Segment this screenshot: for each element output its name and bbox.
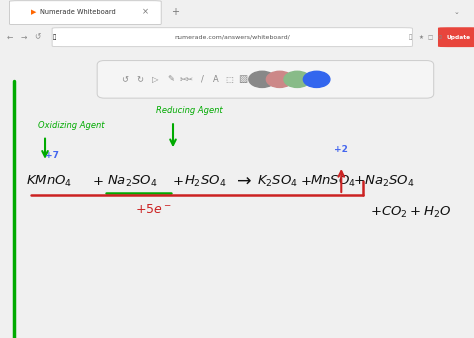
Text: 🔖: 🔖 [409,34,411,40]
Circle shape [249,71,275,88]
Text: A: A [213,75,219,84]
Text: ▶: ▶ [31,9,36,15]
Text: 🔒: 🔒 [53,34,56,40]
Text: □: □ [428,35,433,40]
Text: $MnSO_4$: $MnSO_4$ [310,174,356,190]
Text: ▷: ▷ [152,75,159,84]
Text: +: + [171,7,179,17]
Circle shape [284,71,310,88]
Text: ⊙: ⊙ [438,35,442,40]
Text: ★: ★ [419,35,423,40]
FancyBboxPatch shape [52,28,412,47]
Text: $+CO_2 + H_2O$: $+CO_2 + H_2O$ [370,205,451,220]
Text: Reducing Agent: Reducing Agent [156,106,223,116]
Text: +: + [92,175,103,189]
Text: +: + [173,175,184,189]
Text: ✎: ✎ [168,75,174,84]
Text: +7: +7 [45,151,59,160]
Text: ←: ← [6,33,13,42]
FancyBboxPatch shape [97,61,434,98]
Text: $+5e^-$: $+5e^-$ [135,203,172,216]
Text: ×: × [142,8,149,17]
Text: Numerade Whiteboard: Numerade Whiteboard [40,9,116,15]
Text: →: → [237,173,252,191]
FancyBboxPatch shape [438,27,474,47]
Circle shape [266,71,293,88]
Text: ⬚: ⬚ [225,75,233,84]
Text: +: + [301,175,312,189]
Text: $Na_2SO_4$: $Na_2SO_4$ [107,174,157,190]
Circle shape [303,71,330,88]
Text: $K_2SO_4$: $K_2SO_4$ [257,174,299,190]
Text: ▨: ▨ [238,74,247,84]
Text: ↺: ↺ [121,75,128,84]
FancyBboxPatch shape [9,1,161,25]
Text: Oxidizing Agent: Oxidizing Agent [38,121,104,130]
Text: $H_2SO_4$: $H_2SO_4$ [184,174,226,190]
Text: /: / [201,75,204,84]
Text: →: → [20,33,27,42]
Text: $+Na_2SO_4$: $+Na_2SO_4$ [353,174,415,190]
Text: ⌄: ⌄ [454,9,460,15]
Text: ✂✂: ✂✂ [180,75,194,84]
Text: +2: +2 [334,145,348,154]
Text: ↻: ↻ [137,75,143,84]
Text: Update: Update [447,35,471,40]
Text: numerade.com/answers/whiteboard/: numerade.com/answers/whiteboard/ [174,35,290,40]
Text: ↺: ↺ [35,33,41,42]
Text: $KMnO_4$: $KMnO_4$ [26,174,73,190]
